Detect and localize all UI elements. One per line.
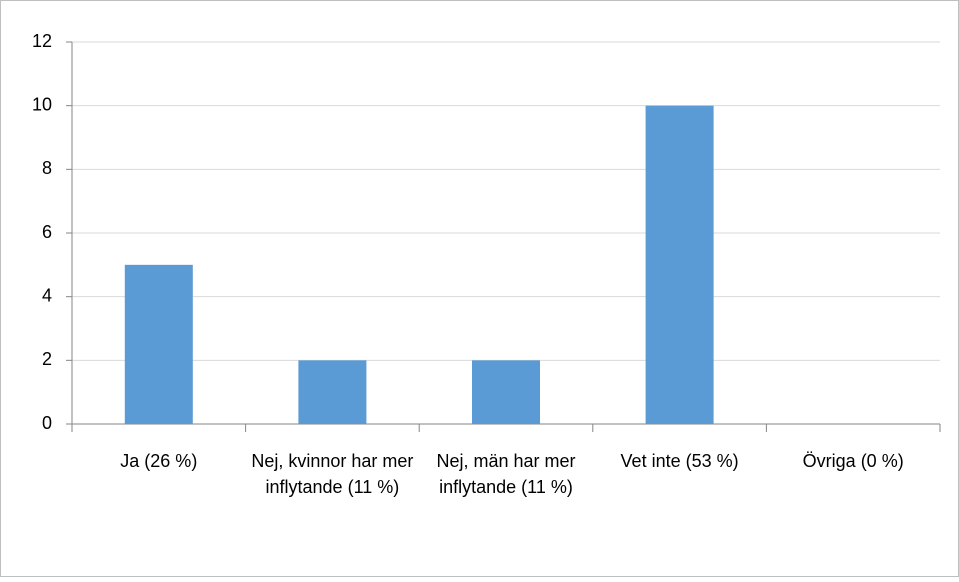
x-tick-label: Övriga (0 %) [802, 451, 904, 471]
y-tick-label: 6 [42, 222, 52, 242]
y-tick-label: 12 [32, 31, 52, 51]
y-tick-label: 2 [42, 349, 52, 369]
x-label-box: Vet inte (53 %) [620, 451, 739, 471]
x-tick-label: Ja (26 %) [120, 451, 198, 471]
bar [124, 264, 193, 424]
x-label-box: Ja (26 %) [120, 451, 198, 471]
bar [645, 105, 714, 425]
x-tick-label: Vet inte (53 %) [620, 451, 739, 471]
x-tick-label: Nej, män har mer inflytande (11 %) [436, 451, 576, 497]
x-label-box: Övriga (0 %) [802, 451, 904, 471]
y-tick-label: 8 [42, 158, 52, 178]
y-tick-label: 10 [32, 94, 52, 114]
x-tick-label: Nej, kvinnor har mer inflytande (11 %) [251, 451, 414, 497]
x-label-box: Nej, kvinnor har mer inflytande (11 %) [251, 451, 414, 497]
x-label-box: Nej, män har mer inflytande (11 %) [436, 451, 576, 497]
y-tick-label: 0 [42, 413, 52, 433]
y-tick-label: 4 [42, 285, 52, 305]
bar [298, 360, 367, 424]
bar [472, 360, 540, 424]
